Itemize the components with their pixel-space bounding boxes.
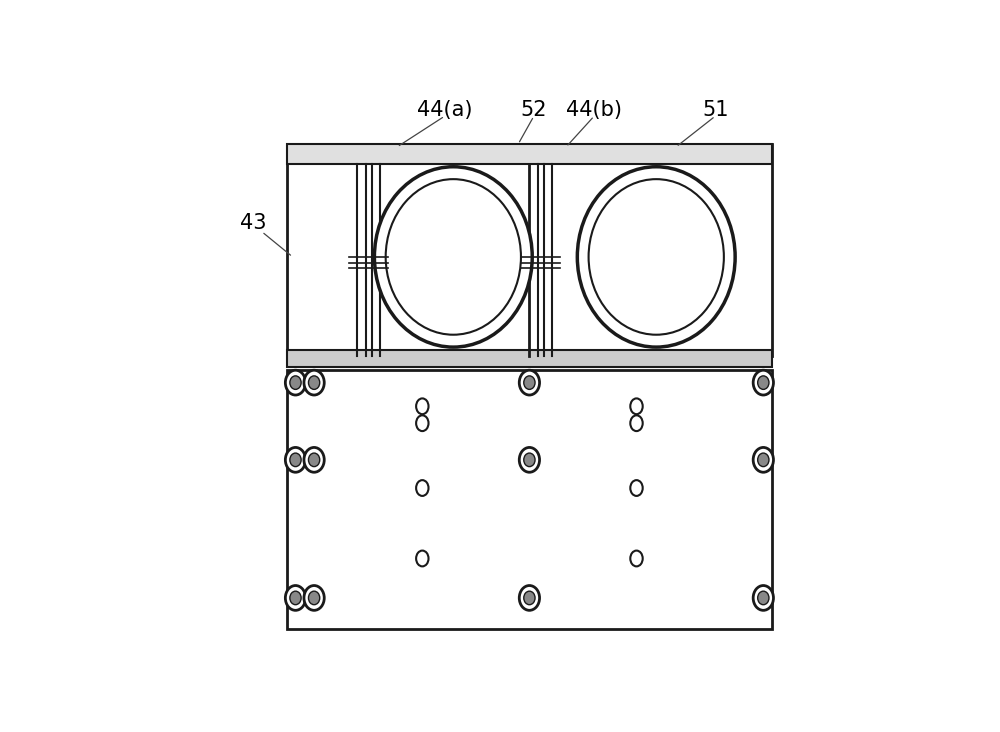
- Bar: [287, 144, 772, 356]
- Ellipse shape: [630, 415, 643, 431]
- Ellipse shape: [304, 447, 324, 472]
- Ellipse shape: [308, 376, 320, 389]
- Ellipse shape: [416, 480, 429, 496]
- Ellipse shape: [758, 376, 769, 389]
- Ellipse shape: [416, 415, 429, 431]
- Text: 51: 51: [702, 100, 729, 120]
- Ellipse shape: [290, 591, 301, 605]
- Ellipse shape: [630, 480, 643, 496]
- Ellipse shape: [753, 447, 773, 472]
- Ellipse shape: [758, 591, 769, 605]
- Bar: [287, 350, 772, 367]
- Bar: [287, 370, 772, 629]
- Ellipse shape: [524, 376, 535, 389]
- Text: 43: 43: [240, 213, 266, 233]
- Ellipse shape: [630, 398, 643, 414]
- Ellipse shape: [589, 179, 724, 335]
- Ellipse shape: [519, 447, 540, 472]
- Ellipse shape: [285, 370, 306, 395]
- Ellipse shape: [630, 550, 643, 567]
- Ellipse shape: [304, 370, 324, 395]
- Ellipse shape: [524, 591, 535, 605]
- Ellipse shape: [524, 453, 535, 466]
- Ellipse shape: [304, 586, 324, 610]
- Ellipse shape: [308, 453, 320, 466]
- Text: 52: 52: [521, 100, 547, 120]
- Ellipse shape: [285, 586, 306, 610]
- Text: 44(b): 44(b): [566, 100, 622, 120]
- Ellipse shape: [416, 550, 429, 567]
- Bar: [287, 144, 772, 164]
- Ellipse shape: [753, 586, 773, 610]
- Ellipse shape: [285, 447, 306, 472]
- Text: 44(a): 44(a): [417, 100, 473, 120]
- Ellipse shape: [416, 398, 429, 414]
- Ellipse shape: [577, 167, 735, 347]
- Ellipse shape: [519, 370, 540, 395]
- Ellipse shape: [519, 586, 540, 610]
- Ellipse shape: [386, 179, 521, 335]
- Ellipse shape: [374, 167, 532, 347]
- Ellipse shape: [758, 453, 769, 466]
- Ellipse shape: [308, 591, 320, 605]
- Ellipse shape: [753, 370, 773, 395]
- Ellipse shape: [290, 453, 301, 466]
- Ellipse shape: [290, 376, 301, 389]
